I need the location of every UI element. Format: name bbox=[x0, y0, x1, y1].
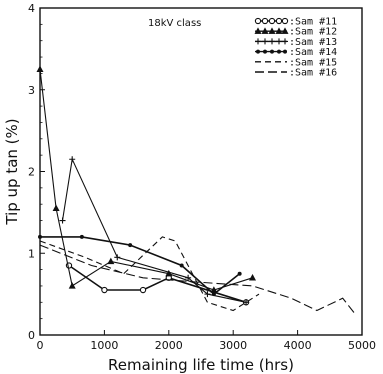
series-2-point bbox=[107, 257, 115, 265]
legend-marker bbox=[262, 38, 268, 45]
y-tick-label: 0 bbox=[28, 329, 35, 342]
series-3-point bbox=[69, 156, 76, 163]
series-1-point bbox=[101, 286, 108, 294]
legend-label: :Sam #15 bbox=[289, 57, 337, 68]
legend-marker bbox=[270, 49, 274, 54]
x-axis-title: Remaining life time (hrs) bbox=[108, 356, 294, 374]
legend-marker bbox=[261, 27, 269, 34]
legend-marker bbox=[281, 17, 289, 25]
legend-marker bbox=[261, 17, 269, 25]
series-line-5 bbox=[39, 236, 260, 312]
legend-marker bbox=[275, 27, 283, 34]
series-4-point bbox=[38, 234, 42, 239]
legend-label: :Sam #12 bbox=[289, 27, 337, 38]
series-4-point bbox=[211, 292, 216, 297]
series-2-point bbox=[165, 269, 173, 277]
series-3-point bbox=[114, 254, 121, 261]
legend-marker bbox=[268, 17, 276, 25]
legend-label: :Sam #16 bbox=[289, 68, 337, 79]
series-4-point bbox=[128, 243, 133, 248]
x-tick-label: 3000 bbox=[219, 339, 247, 352]
y-tick-label: 2 bbox=[28, 166, 35, 179]
y-axis-title: Tip up tan (%) bbox=[3, 118, 21, 225]
legend-marker bbox=[268, 27, 276, 34]
legend-marker bbox=[275, 17, 283, 25]
legend-marker bbox=[281, 27, 289, 34]
series-2-point bbox=[36, 65, 44, 73]
x-tick-label: 4000 bbox=[284, 339, 312, 352]
series-3-point bbox=[185, 274, 192, 281]
legend-label: :Sam #13 bbox=[289, 37, 337, 48]
series-line-2 bbox=[39, 69, 253, 291]
x-tick-label: 1000 bbox=[90, 339, 118, 352]
legend-label: :Sam #14 bbox=[289, 47, 337, 58]
series-2-point bbox=[249, 273, 257, 281]
x-tick-label: 2000 bbox=[155, 339, 183, 352]
legend-marker bbox=[283, 49, 287, 54]
legend-marker bbox=[254, 27, 262, 34]
legend-marker bbox=[282, 38, 288, 45]
series-2-point bbox=[68, 282, 76, 289]
legend-marker bbox=[276, 38, 282, 45]
series-2-point bbox=[52, 204, 60, 211]
y-tick-label: 3 bbox=[28, 84, 35, 97]
series-4-point bbox=[237, 271, 242, 276]
y-tick-label: 4 bbox=[28, 2, 35, 15]
series-4-point bbox=[79, 234, 84, 239]
series-4-point bbox=[179, 263, 184, 268]
series-3-point bbox=[243, 299, 250, 306]
chart-annotation: 18kV class bbox=[148, 18, 201, 29]
x-tick-label: 5000 bbox=[348, 339, 376, 352]
series-3-point bbox=[204, 291, 211, 298]
legend-marker bbox=[269, 38, 275, 45]
series-1-point bbox=[139, 286, 147, 294]
x-tick-label: 0 bbox=[37, 339, 44, 352]
legend-marker bbox=[263, 49, 267, 54]
y-tick-label: 1 bbox=[28, 247, 35, 260]
legend-marker bbox=[277, 49, 281, 54]
legend-marker bbox=[254, 17, 262, 25]
legend-label: :Sam #11 bbox=[289, 17, 337, 28]
series-3-point bbox=[59, 217, 66, 224]
series-line-6 bbox=[39, 244, 357, 315]
legend-marker bbox=[255, 38, 261, 45]
series-line-4 bbox=[40, 236, 241, 296]
legend-marker bbox=[256, 49, 260, 54]
